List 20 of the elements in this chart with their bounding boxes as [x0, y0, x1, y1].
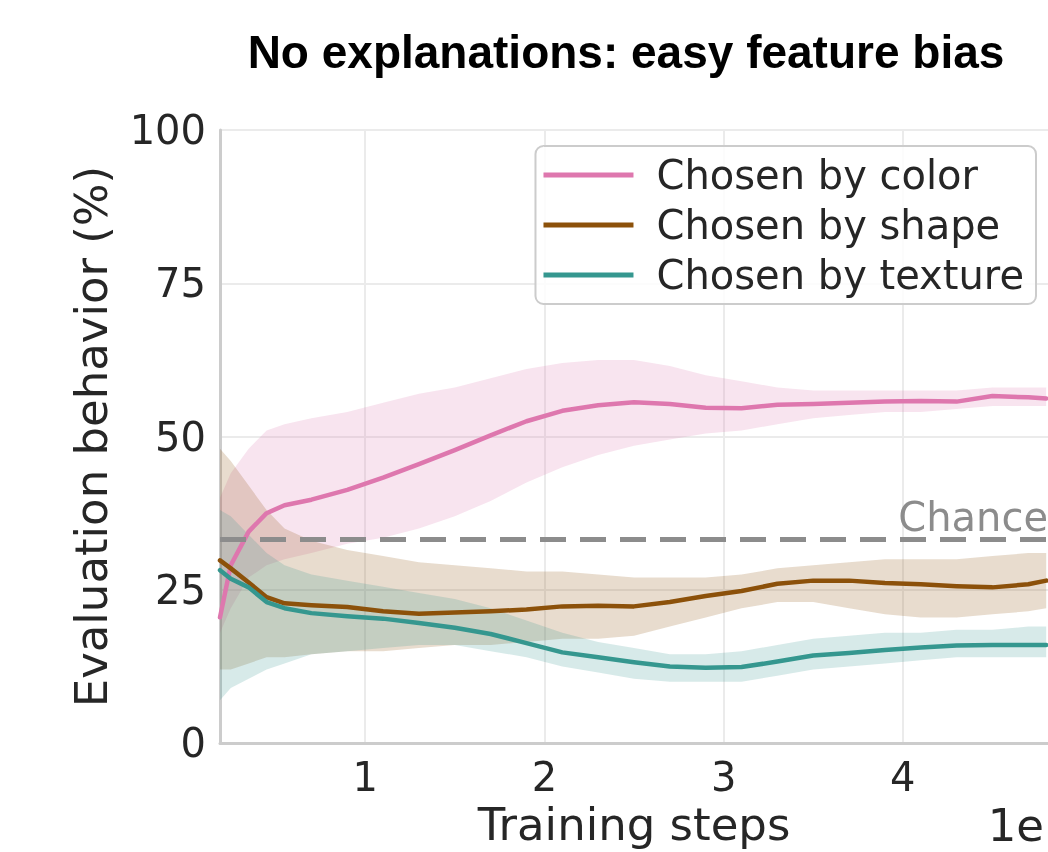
x-tick-label: 4	[890, 754, 916, 801]
y-tick-label: 75	[155, 260, 206, 307]
text: 1e	[987, 799, 1045, 852]
y-axis-title: Evaluation behavior (%)	[65, 165, 118, 708]
line-series	[217, 567, 1048, 670]
line-series	[217, 558, 1048, 616]
y-tick-label: 50	[155, 413, 206, 460]
y-tick-label: 100	[129, 107, 206, 153]
legend-label: Chosen by color	[656, 152, 979, 198]
y-tick-label: 25	[155, 566, 206, 613]
x-tick-label: 2	[531, 754, 558, 801]
chart-title: No explanations: easy feature bias	[247, 26, 1005, 78]
y-tick-label: 0	[180, 720, 206, 767]
legend-label: Chosen by shape	[656, 202, 1001, 248]
x-axis-title: Training steps	[476, 798, 791, 851]
x-tick-label: 3	[710, 754, 737, 801]
x-tick-label: 1	[352, 754, 378, 801]
ref-line-label: Chance	[898, 493, 1048, 540]
legend-label: Chosen by texture	[656, 252, 1025, 298]
line-series	[217, 393, 1048, 620]
